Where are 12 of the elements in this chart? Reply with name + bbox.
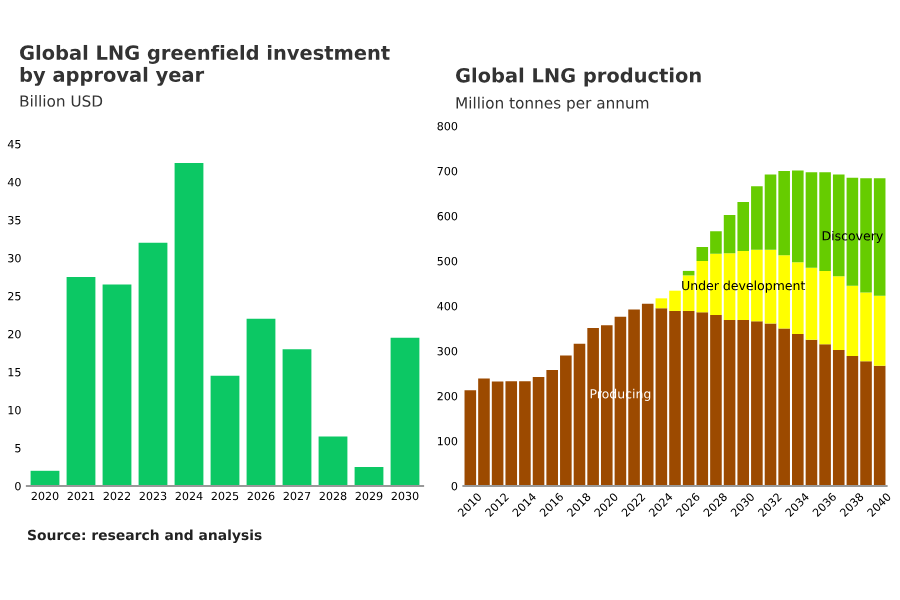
chart-title: Global LNG greenfield investment by approval year (20, 44, 390, 86)
bar (246, 318, 276, 486)
bar (354, 467, 384, 486)
bar (66, 277, 96, 486)
chart-title: Global LNG production (456, 67, 701, 87)
bar (282, 349, 312, 486)
bar (318, 436, 348, 486)
bar (102, 284, 132, 486)
bar (210, 375, 240, 486)
bar (174, 163, 204, 486)
bar (138, 242, 168, 486)
bar (390, 337, 420, 486)
